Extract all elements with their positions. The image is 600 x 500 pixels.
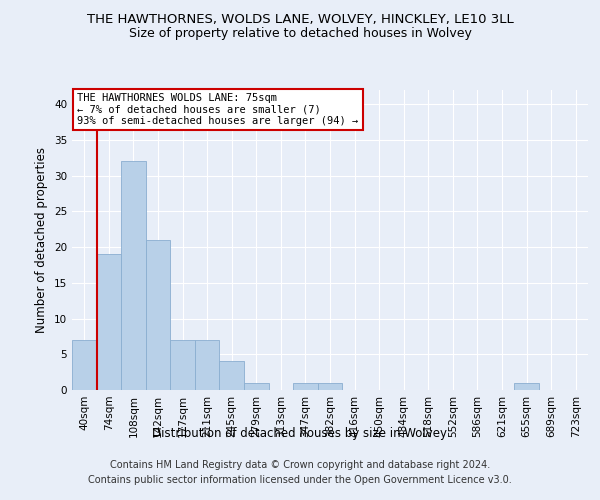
- Bar: [318, 383, 342, 390]
- Y-axis label: Number of detached properties: Number of detached properties: [35, 147, 49, 333]
- Text: Distribution of detached houses by size in Wolvey: Distribution of detached houses by size …: [152, 428, 448, 440]
- Bar: [72, 340, 97, 390]
- Bar: [195, 340, 220, 390]
- Bar: [220, 362, 244, 390]
- Bar: [121, 162, 146, 390]
- Bar: [293, 383, 318, 390]
- Text: THE HAWTHORNES WOLDS LANE: 75sqm
← 7% of detached houses are smaller (7)
93% of : THE HAWTHORNES WOLDS LANE: 75sqm ← 7% of…: [77, 93, 358, 126]
- Text: THE HAWTHORNES, WOLDS LANE, WOLVEY, HINCKLEY, LE10 3LL: THE HAWTHORNES, WOLDS LANE, WOLVEY, HINC…: [86, 12, 514, 26]
- Bar: [170, 340, 195, 390]
- Text: Contains public sector information licensed under the Open Government Licence v3: Contains public sector information licen…: [88, 475, 512, 485]
- Text: Size of property relative to detached houses in Wolvey: Size of property relative to detached ho…: [128, 28, 472, 40]
- Bar: [97, 254, 121, 390]
- Bar: [244, 383, 269, 390]
- Bar: [146, 240, 170, 390]
- Text: Contains HM Land Registry data © Crown copyright and database right 2024.: Contains HM Land Registry data © Crown c…: [110, 460, 490, 470]
- Bar: [514, 383, 539, 390]
